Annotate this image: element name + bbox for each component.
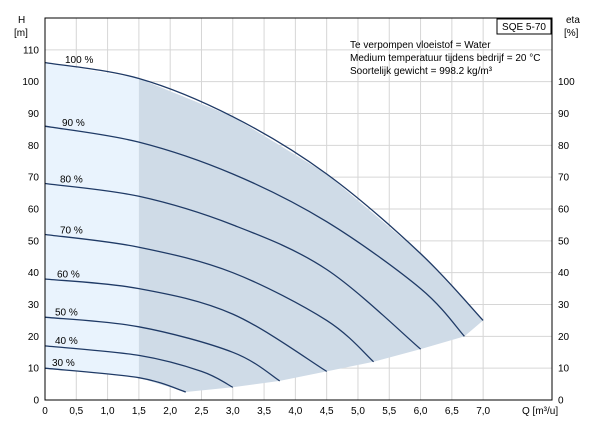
x-tick-2: 1,0 [101,406,115,417]
right-tick-0: 0 [558,396,564,407]
left-tick-3: 30 [28,300,40,311]
left-tick-8: 80 [28,141,40,152]
x-tick-13: 6,5 [445,406,459,417]
right-tick-10: 100 [558,77,575,88]
curve-80 [44,182,422,350]
x-tick-6: 3,0 [226,406,240,417]
curve-label-4: 60 % [57,269,80,280]
curve-60 [44,278,328,372]
curve-label-1: 90 % [62,118,85,129]
region-light [45,62,139,378]
right-tick-7: 70 [558,173,570,184]
info-line-1: Te verpompen vloeistof = Water [350,40,491,51]
x-tick-9: 4,5 [320,406,334,417]
curve-30 [44,367,186,393]
x-tick-7: 3,5 [257,406,271,417]
x-tick-0: 0 [42,406,48,417]
left-axis-unit: [m] [14,28,28,39]
right-tick-1: 10 [558,364,570,375]
curve-label-7: 30 % [52,358,75,369]
right-tick-8: 80 [558,141,570,152]
left-tick-2: 20 [28,332,40,343]
series-curves [44,61,484,393]
right-tick-5: 50 [558,236,570,247]
curve-label-2: 80 % [60,175,83,186]
x-tick-4: 2,0 [163,406,177,417]
info-line-3: Soortelijk gewicht = 998.2 kg/m³ [350,66,493,77]
curve-90 [44,125,465,337]
curve-50 [44,316,281,382]
right-axis-unit: [%] [564,28,579,39]
left-tick-11: 110 [23,45,39,56]
left-tick-1: 10 [28,364,40,375]
curve-100 [44,61,484,321]
x-tick-10: 5,0 [351,406,365,417]
x-tick-5: 2,5 [195,406,209,417]
left-tick-7: 70 [28,173,40,184]
x-tick-12: 6,0 [414,406,428,417]
x-tick-11: 5,5 [382,406,396,417]
x-tick-8: 4,0 [288,406,302,417]
right-tick-9: 90 [558,109,570,120]
curve-label-0: 100 % [65,55,93,66]
curve-40 [44,345,234,388]
curve-label-6: 40 % [55,336,78,347]
left-tick-0: 0 [33,396,39,407]
info-line-2: Medium temperatuur tijdens bedrijf = 20 … [350,53,540,64]
curve-label-3: 70 % [60,226,83,237]
right-tick-2: 20 [558,332,570,343]
curve-70 [44,233,375,363]
x-tick-14: 7,0 [476,406,490,417]
left-axis-label: H [18,15,25,26]
x-axis-ticks: 0 0,5 1,0 1,5 2,0 2,5 3,0 3,5 4,0 4,5 5,0 5,5 6,0 6,5… [42,406,490,417]
left-tick-10: 100 [22,77,39,88]
right-tick-4: 40 [558,268,570,279]
region-dark [138,78,484,393]
plot-frame [44,17,553,401]
right-tick-3: 30 [558,300,570,311]
left-axis-ticks: 0 10 20 30 40 50 60 70 80 90 100 110 [22,45,39,406]
right-axis-ticks: 0 10 20 30 40 50 60 70 80 90 100 [558,77,575,406]
title-box [496,18,552,35]
right-tick-6: 60 [558,205,570,216]
curve-label-5: 50 % [55,307,78,318]
operating-region [45,62,484,393]
left-tick-4: 40 [28,268,40,279]
x-tick-1: 0,5 [69,406,83,417]
chart-title: SQE 5-70 [502,22,546,33]
left-tick-6: 60 [28,205,40,216]
left-tick-9: 90 [28,109,40,120]
x-axis-label: Q [m³/u] [522,406,558,417]
series-labels: 100 % 90 % 80 % 70 % 60 % 50 % 40 % 30 % [52,55,93,369]
right-axis-label: eta [566,15,580,26]
x-tick-3: 1,5 [132,406,146,417]
left-tick-5: 50 [28,236,40,247]
